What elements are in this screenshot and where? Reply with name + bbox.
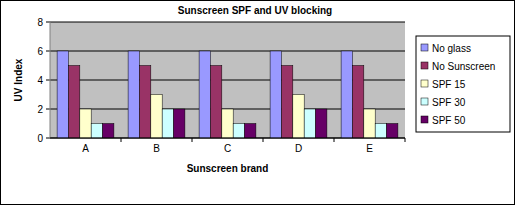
x-tick-label: E	[366, 143, 373, 154]
x-axis-label: Sunscreen brand	[187, 163, 269, 174]
bar	[162, 109, 173, 138]
bar	[210, 66, 221, 139]
grid-line	[50, 138, 405, 139]
chart-container: Sunscreen SPF and UV blocking 0 2 4 6 8 A B C D E S…	[0, 0, 515, 205]
bar	[304, 109, 315, 138]
y-axis	[50, 22, 51, 138]
x-tick-label: B	[153, 143, 160, 154]
bar	[128, 51, 139, 138]
y-tick	[46, 22, 50, 23]
bar	[68, 66, 79, 139]
bar	[103, 124, 114, 139]
legend-label: SPF 50	[432, 115, 466, 126]
x-tick	[121, 138, 122, 142]
bar	[139, 66, 150, 139]
bar	[341, 51, 352, 138]
x-tick	[405, 138, 406, 142]
legend-swatch	[421, 44, 428, 51]
y-tick-label: 2	[37, 104, 43, 115]
bar	[293, 95, 304, 139]
y-axis-label: UV Index	[13, 58, 24, 101]
legend-label: No glass	[432, 43, 471, 54]
legend-label: SPF 15	[432, 79, 466, 90]
x-tick-label: A	[82, 143, 89, 154]
bar	[151, 95, 162, 139]
legend-swatch	[421, 80, 428, 87]
bar	[364, 109, 375, 138]
y-tick	[46, 80, 50, 81]
bar	[57, 51, 68, 138]
y-tick-label: 8	[37, 17, 43, 28]
x-tick	[334, 138, 335, 142]
y-tick	[46, 138, 50, 139]
plot-area	[50, 22, 405, 138]
bar	[199, 51, 210, 138]
legend-swatch	[421, 98, 428, 105]
x-tick	[263, 138, 264, 142]
legend-label: No Sunscreen	[432, 61, 495, 72]
bar	[387, 124, 398, 139]
bar	[222, 109, 233, 138]
bar	[375, 124, 386, 139]
x-tick-label: D	[295, 143, 302, 154]
bar	[245, 124, 256, 139]
x-axis	[50, 138, 405, 139]
chart: Sunscreen SPF and UV blocking 0 2 4 6 8 A B C D E S…	[0, 0, 515, 205]
x-tick	[192, 138, 193, 142]
y-tick-label: 6	[37, 46, 43, 57]
legend-swatch	[421, 116, 428, 123]
page: {"chart_data": {"type": "bar", "title": …	[0, 0, 515, 205]
y-tick-label: 0	[37, 133, 43, 144]
bar	[281, 66, 292, 139]
y-tick	[46, 109, 50, 110]
grid-line	[50, 22, 405, 23]
legend-label: SPF 30	[432, 97, 466, 108]
legend-box	[416, 36, 510, 132]
bar	[233, 124, 244, 139]
x-tick-label: C	[224, 143, 231, 154]
legend: No glass No Sunscreen SPF 15 SPF 30 SPF 50	[416, 36, 510, 132]
bar	[80, 109, 91, 138]
bars	[57, 51, 398, 138]
y-tick	[46, 51, 50, 52]
bar	[352, 66, 363, 139]
y-tick-label: 4	[37, 75, 43, 86]
bar	[174, 109, 185, 138]
bar	[270, 51, 281, 138]
chart-border	[1, 1, 515, 205]
title: Sunscreen SPF and UV blocking	[178, 5, 332, 16]
legend-swatch	[421, 62, 428, 69]
bar	[91, 124, 102, 139]
bar	[316, 109, 327, 138]
